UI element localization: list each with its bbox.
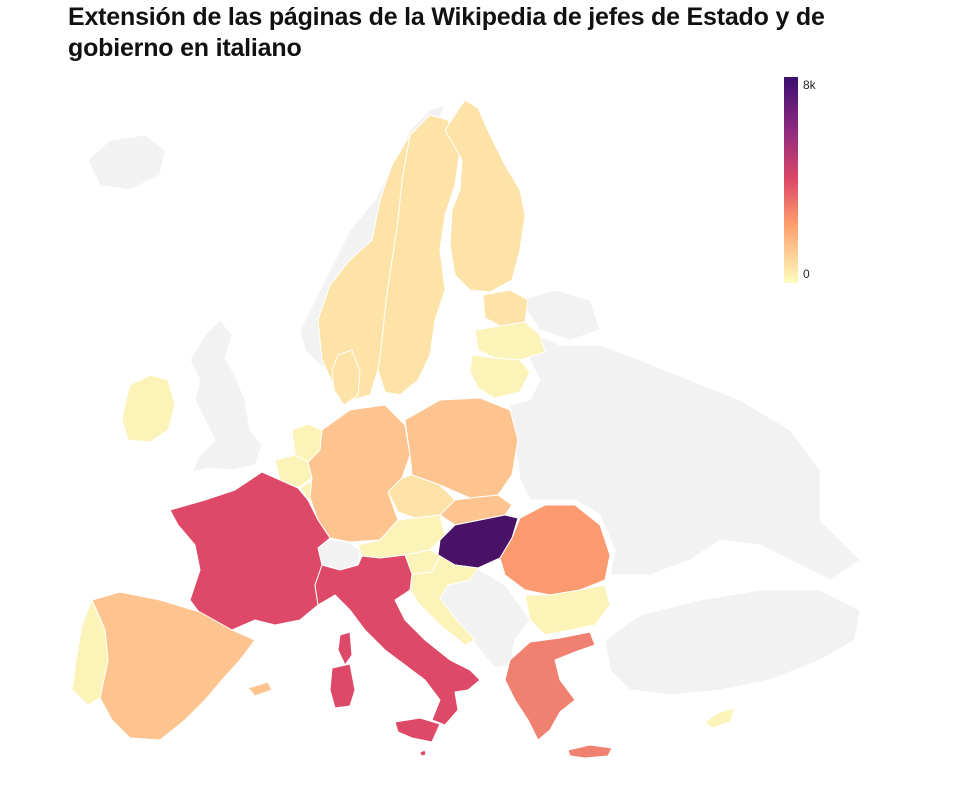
country-bulgaria — [524, 584, 611, 636]
country-estonia — [482, 289, 529, 327]
chart-title: Extensión de las páginas de la Wikipedia… — [68, 3, 825, 62]
balearic-islands — [247, 681, 273, 697]
country-ireland — [121, 374, 176, 443]
sicily — [394, 717, 441, 743]
legend-color-bar — [784, 77, 798, 283]
country-denmark — [331, 349, 361, 406]
sardinia — [329, 663, 356, 709]
iceland — [87, 134, 166, 191]
country-greece — [504, 631, 596, 741]
russia-north — [519, 289, 601, 341]
country-germany — [307, 404, 411, 543]
color-legend: 8k 0 — [784, 77, 816, 283]
country-italy — [314, 554, 481, 726]
country-latvia — [474, 321, 546, 361]
country-cyprus — [704, 707, 736, 729]
great-britain — [189, 319, 263, 473]
country-croatia — [409, 555, 479, 646]
country-lithuania — [469, 354, 531, 399]
country-romania — [499, 504, 611, 596]
country-poland — [404, 397, 519, 499]
country-finland — [444, 99, 526, 293]
country-malta — [419, 749, 427, 757]
corsica — [337, 631, 353, 666]
turkey — [604, 589, 861, 696]
legend-max-label: 8k — [803, 78, 816, 92]
country-norway — [317, 134, 411, 401]
country-portugal — [71, 599, 109, 706]
legend-min-label: 0 — [803, 267, 810, 281]
crete — [567, 744, 613, 759]
